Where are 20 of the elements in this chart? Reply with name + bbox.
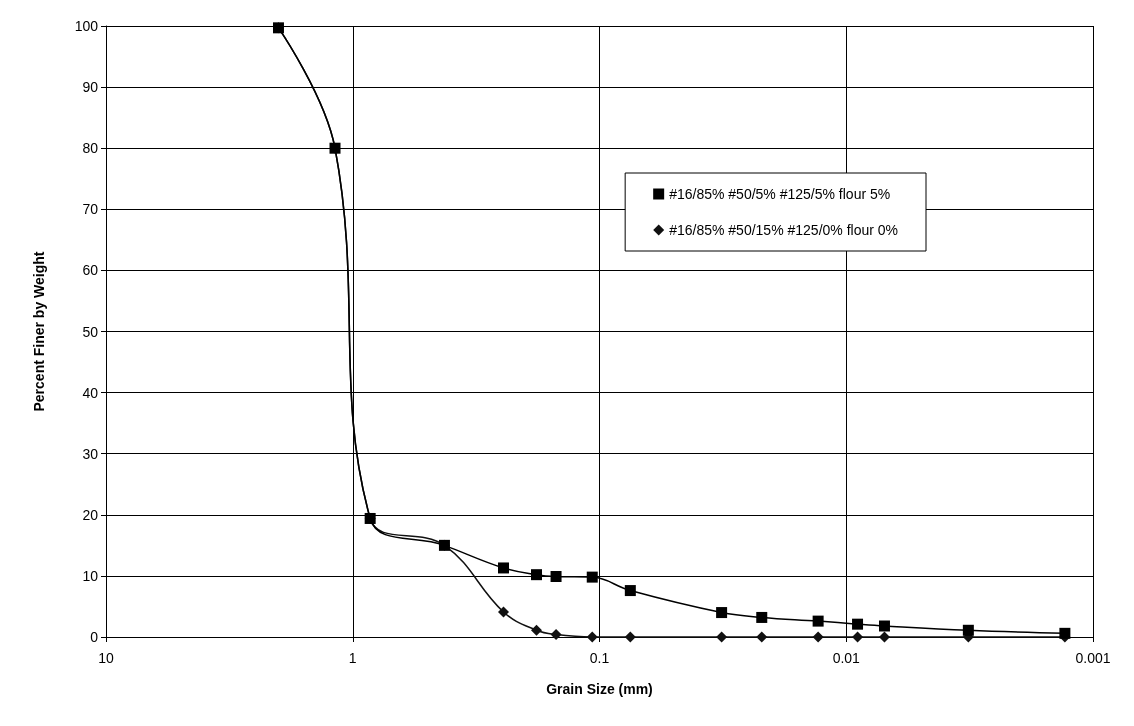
y-axis-title: Percent Finer by Weight bbox=[31, 251, 47, 412]
x-tick-label: 0.001 bbox=[1075, 650, 1111, 666]
x-tick-label: 0.1 bbox=[589, 650, 610, 666]
legend-label: #16/85% #50/5% #125/5% flour 5% bbox=[669, 186, 891, 202]
y-tick-label: 90 bbox=[82, 79, 99, 96]
y-tick-label: 20 bbox=[82, 506, 99, 523]
y-tick-label: 10 bbox=[82, 567, 99, 584]
y-tick-label: 100 bbox=[74, 18, 99, 34]
x-tick-label: 10 bbox=[98, 650, 114, 666]
y-tick-label: 80 bbox=[82, 140, 99, 157]
y-tick-label: 30 bbox=[82, 445, 99, 462]
y-tick-label: 40 bbox=[82, 384, 99, 401]
y-tick-label: 70 bbox=[82, 201, 99, 218]
legend-label: #16/85% #50/15% #125/0% flour 0% bbox=[669, 222, 899, 238]
x-axis-title: Grain Size (mm) bbox=[546, 681, 653, 697]
y-tick-label: 60 bbox=[82, 262, 99, 279]
y-tick-label: 50 bbox=[82, 323, 99, 340]
x-tick-label: 1 bbox=[348, 650, 357, 666]
y-tick-label: 0 bbox=[90, 629, 99, 645]
x-tick-label: 0.01 bbox=[832, 650, 861, 666]
